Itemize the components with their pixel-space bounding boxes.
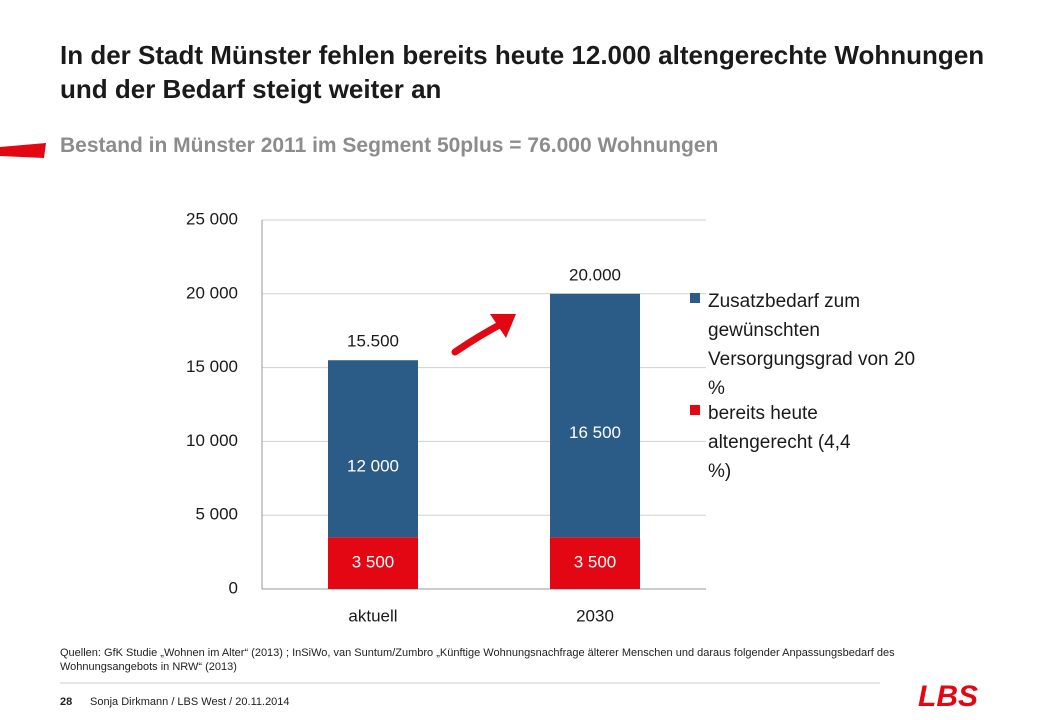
bar-segment xyxy=(328,537,418,589)
bar-segment xyxy=(550,293,640,538)
y-tick-label: 20 000 xyxy=(186,283,238,302)
y-tick-label: 15 000 xyxy=(186,357,238,376)
bar-segment xyxy=(550,537,640,589)
legend-swatch xyxy=(690,405,700,415)
total-label: 20.000 xyxy=(569,265,621,284)
legend-label: Zusatzbedarf zum gewünschten Versorgungs… xyxy=(708,291,916,399)
legend-label: bereits heute altengerecht (4,4 %) xyxy=(708,403,851,482)
footer-text: Sonja Dirkmann / LBS West / 20.11.2014 xyxy=(90,696,290,708)
red-marker xyxy=(0,143,46,158)
y-tick-label: 0 xyxy=(229,578,238,597)
y-tick-label: 25 000 xyxy=(186,209,238,228)
trend-arrow xyxy=(451,318,509,356)
slide-subtitle: Bestand in Münster 2011 im Segment 50plu… xyxy=(60,134,719,157)
value-label: 12 000 xyxy=(347,456,399,475)
bar-segment xyxy=(328,360,418,538)
trend-arrow-head xyxy=(490,314,516,338)
page-number: 28 xyxy=(60,696,73,708)
legend-swatch xyxy=(690,293,700,303)
x-tick-label: aktuell xyxy=(348,606,397,625)
total-label: 15.500 xyxy=(347,332,399,351)
y-tick-label: 10 000 xyxy=(186,431,238,450)
value-label: 3 500 xyxy=(352,553,395,572)
slide-title: In der Stadt Münster fehlen bereits heut… xyxy=(60,40,985,104)
value-label: 3 500 xyxy=(574,553,617,572)
sources: Quellen: GfK Studie „Wohnen im Alter“ (2… xyxy=(60,647,895,673)
y-tick-label: 5 000 xyxy=(195,505,238,524)
value-label: 16 500 xyxy=(569,423,621,442)
logo: LBS xyxy=(918,680,978,713)
x-tick-label: 2030 xyxy=(576,606,614,625)
